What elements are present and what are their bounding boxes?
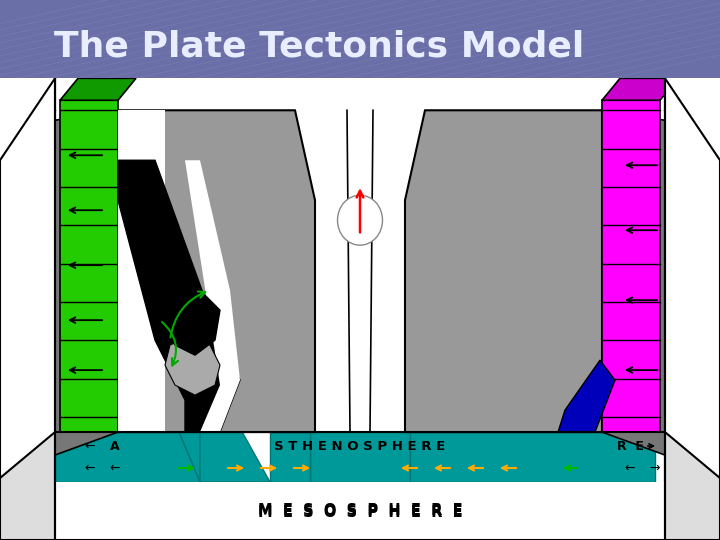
Ellipse shape (338, 195, 382, 245)
Polygon shape (170, 370, 200, 482)
Polygon shape (0, 78, 55, 540)
Polygon shape (0, 78, 720, 540)
Polygon shape (602, 100, 660, 432)
Polygon shape (60, 100, 118, 432)
Polygon shape (558, 360, 615, 432)
Polygon shape (55, 110, 118, 455)
Polygon shape (665, 78, 720, 540)
Text: →: → (649, 462, 660, 475)
Text: ←: ← (85, 440, 95, 453)
Polygon shape (170, 410, 270, 482)
Polygon shape (165, 335, 220, 395)
Polygon shape (342, 110, 378, 432)
Polygon shape (665, 78, 720, 540)
Polygon shape (270, 432, 310, 482)
Polygon shape (0, 432, 55, 540)
Polygon shape (55, 432, 200, 482)
Polygon shape (405, 110, 602, 432)
Text: R  E: R E (616, 440, 644, 453)
Polygon shape (170, 370, 270, 432)
Text: M  E  S  O  S  P  H  E  R  E: M E S O S P H E R E (258, 503, 462, 517)
Text: ←: ← (625, 462, 635, 475)
Polygon shape (410, 432, 655, 482)
Polygon shape (118, 160, 240, 432)
Text: ←: ← (109, 462, 120, 475)
Polygon shape (60, 78, 136, 100)
Polygon shape (0, 78, 55, 540)
Polygon shape (0, 78, 720, 540)
Polygon shape (602, 78, 678, 100)
Polygon shape (55, 482, 665, 540)
Text: ←: ← (85, 462, 95, 475)
Polygon shape (602, 110, 665, 455)
Text: M  E  S  O  S  P  H  E  R  E: M E S O S P H E R E (258, 504, 462, 519)
Polygon shape (165, 290, 220, 355)
Polygon shape (118, 110, 315, 432)
Text: The Plate Tectonics Model: The Plate Tectonics Model (54, 30, 584, 64)
Polygon shape (310, 432, 410, 482)
Text: A: A (110, 440, 120, 453)
Polygon shape (155, 160, 240, 432)
Polygon shape (118, 110, 165, 432)
Text: S T H E N O S P H E R E: S T H E N O S P H E R E (274, 440, 446, 453)
Polygon shape (665, 432, 720, 540)
Polygon shape (55, 430, 665, 540)
